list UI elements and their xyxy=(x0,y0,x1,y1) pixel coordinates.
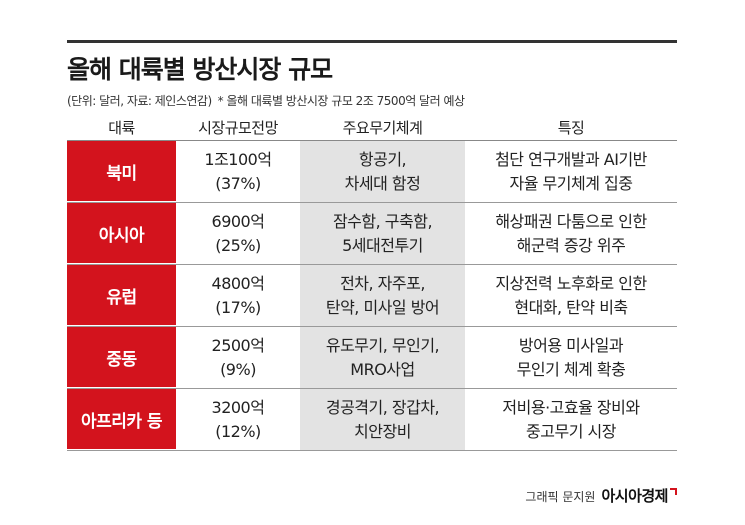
brand-mark-icon xyxy=(670,488,677,495)
feature-cell: 저비용·고효율 장비와 중고무기 시장 xyxy=(465,389,677,450)
market-value: 3200억 xyxy=(211,397,265,417)
weapons-line: 차세대 함정 xyxy=(344,173,421,193)
weapons-line: 잠수함, 구축함, xyxy=(332,211,433,231)
market-share: (9%) xyxy=(220,359,256,379)
region-cell: 유럽 xyxy=(67,265,176,326)
region-cell: 아프리카 등 xyxy=(67,389,176,450)
feature-cell: 지상전력 노후화로 인한 현대화, 탄약 비축 xyxy=(465,265,677,326)
weapons-line: 전차, 자주포, xyxy=(340,273,425,293)
weapons-cell: 유도무기, 무인기, MRO사업 xyxy=(300,327,465,388)
weapons-cell: 경공격기, 장갑차, 치안장비 xyxy=(300,389,465,450)
table-row: 북미 1조100억 (37%) 항공기, 차세대 함정 첨단 연구개발과 AI기… xyxy=(67,141,677,203)
feature-line: 무인기 체계 확충 xyxy=(516,359,626,379)
market-value: 4800억 xyxy=(211,273,265,293)
weapons-line: 항공기, xyxy=(358,149,407,169)
feature-line: 저비용·고효율 장비와 xyxy=(502,397,640,417)
feature-cell: 해상패권 다툼으로 인한 해군력 증강 위주 xyxy=(465,203,677,264)
forecast-note: * 올해 대륙별 방산시장 규모 2조 7500억 달러 예상 xyxy=(217,94,465,108)
market-cell: 3200억 (12%) xyxy=(176,389,300,450)
weapons-line: 5세대전투기 xyxy=(342,235,423,255)
market-share: (12%) xyxy=(215,421,261,441)
weapons-line: 탄약, 미사일 방어 xyxy=(325,297,440,317)
table-header: 대륙 시장규모전망 주요무기체계 특징 xyxy=(67,115,677,141)
market-table: 대륙 시장규모전망 주요무기체계 특징 북미 1조100억 (37%) 항공기,… xyxy=(67,115,677,451)
feature-line: 현대화, 탄약 비축 xyxy=(514,297,628,317)
weapons-cell: 잠수함, 구축함, 5세대전투기 xyxy=(300,203,465,264)
feature-line: 중고무기 시장 xyxy=(526,421,616,441)
market-cell: 4800억 (17%) xyxy=(176,265,300,326)
market-value: 6900억 xyxy=(211,211,265,231)
market-cell: 2500억 (9%) xyxy=(176,327,300,388)
region-cell: 중동 xyxy=(67,327,176,388)
subtitle: (단위: 달러, 자료: 제인스연감) * 올해 대륙별 방산시장 규모 2조 7… xyxy=(67,92,465,109)
feature-line: 첨단 연구개발과 AI기반 xyxy=(495,149,647,169)
market-cell: 6900억 (25%) xyxy=(176,203,300,264)
weapons-line: 경공격기, 장갑차, xyxy=(325,397,440,417)
unit-source-note: (단위: 달러, 자료: 제인스연감) xyxy=(67,94,212,108)
feature-line: 지상전력 노후화로 인한 xyxy=(495,273,647,293)
title-rule xyxy=(67,40,677,43)
market-share: (25%) xyxy=(215,235,261,255)
weapons-cell: 항공기, 차세대 함정 xyxy=(300,141,465,202)
table-row: 중동 2500억 (9%) 유도무기, 무인기, MRO사업 방어용 미사일과 … xyxy=(67,327,677,389)
graphic-credit: 그래픽 문지원 xyxy=(525,490,596,504)
market-share: (17%) xyxy=(215,297,261,317)
feature-line: 해상패권 다툼으로 인한 xyxy=(495,211,647,231)
header-weapons: 주요무기체계 xyxy=(342,119,423,137)
market-share: (37%) xyxy=(215,173,261,193)
header-region: 대륙 xyxy=(108,119,135,137)
header-market: 시장규모전망 xyxy=(198,119,278,137)
weapons-line: 치안장비 xyxy=(354,421,411,441)
header-feature: 특징 xyxy=(557,119,585,137)
market-cell: 1조100억 (37%) xyxy=(176,141,300,202)
weapons-line: 유도무기, 무인기, xyxy=(325,335,440,355)
weapons-cell: 전차, 자주포, 탄약, 미사일 방어 xyxy=(300,265,465,326)
region-cell: 아시아 xyxy=(67,203,176,264)
footer: 그래픽 문지원 아시아경제 xyxy=(525,485,677,506)
brand-logo: 아시아경제 xyxy=(601,487,668,505)
market-value: 2500억 xyxy=(211,335,265,355)
feature-line: 방어용 미사일과 xyxy=(518,335,624,355)
feature-cell: 방어용 미사일과 무인기 체계 확충 xyxy=(465,327,677,388)
table-row: 유럽 4800억 (17%) 전차, 자주포, 탄약, 미사일 방어 지상전력 … xyxy=(67,265,677,327)
page-title: 올해 대륙별 방산시장 규모 xyxy=(67,55,333,84)
market-value: 1조100억 xyxy=(204,149,272,169)
feature-line: 자율 무기체계 집중 xyxy=(509,173,633,193)
table-row: 아프리카 등 3200억 (12%) 경공격기, 장갑차, 치안장비 저비용·고… xyxy=(67,389,677,451)
weapons-line: MRO사업 xyxy=(350,359,415,379)
table-row: 아시아 6900억 (25%) 잠수함, 구축함, 5세대전투기 해상패권 다툼… xyxy=(67,203,677,265)
feature-line: 해군력 증강 위주 xyxy=(516,235,626,255)
region-cell: 북미 xyxy=(67,141,176,202)
feature-cell: 첨단 연구개발과 AI기반 자율 무기체계 집중 xyxy=(465,141,677,202)
